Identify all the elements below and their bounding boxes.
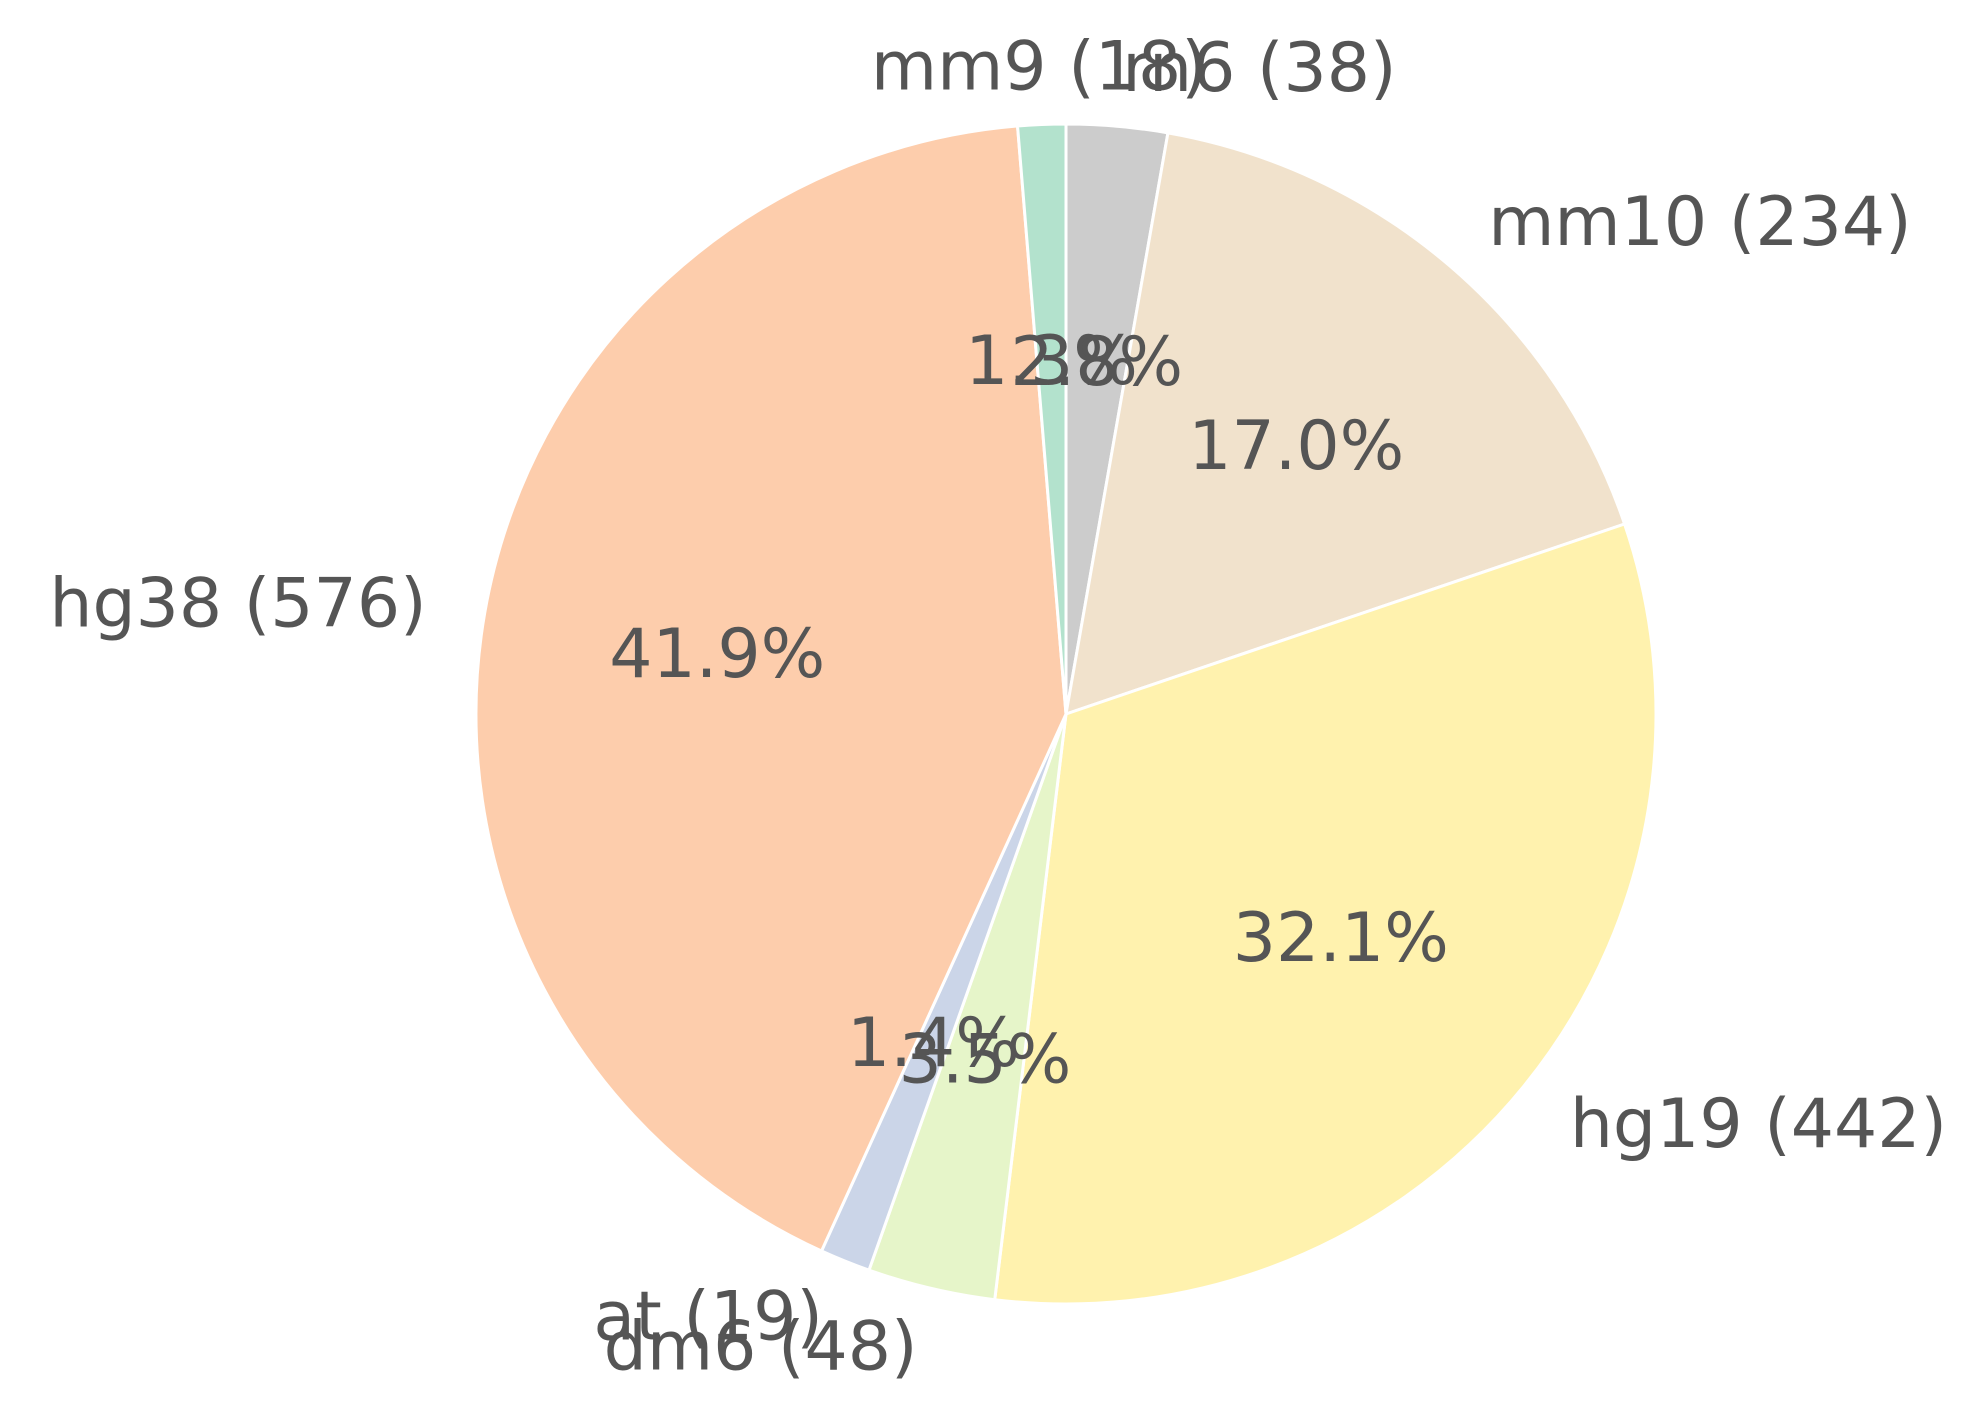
slice-label-mm10: mm10 (234) <box>1488 183 1911 262</box>
percent-label-hg38: 41.9% <box>609 615 825 694</box>
percent-label-mm9: 1.3% <box>965 322 1138 401</box>
slice-label-hg38: hg38 (576) <box>49 564 426 643</box>
slice-label-dm6: dm6 (48) <box>604 1308 918 1387</box>
slice-label-rn6: rn6 (38) <box>1122 29 1396 108</box>
slice-labels: rn6 (38) mm10 (234) hg19 (442) dm6 (48)at (… <box>49 27 1947 1386</box>
pie-slice-hg38 <box>474 124 1068 1253</box>
pie-slice-mm9 <box>1015 122 1068 715</box>
percent-label-hg19: 32.1% <box>1233 899 1449 978</box>
slice-label-hg19: hg19 (442) <box>1570 1085 1947 1164</box>
percent-labels: 2.8%17.0% 32.1% 3.5%1.4% 41.9% 1.3% <box>609 322 1449 1099</box>
pie-slice-mm10 <box>1064 131 1627 717</box>
slice-label-at: at (19) <box>593 1278 823 1357</box>
percent-label-at: 1.4% <box>847 1004 1020 1083</box>
percent-label-dm6: 3.5% <box>899 1020 1072 1099</box>
pie-slices <box>474 122 1658 1306</box>
percent-label-mm10: 17.0% <box>1188 407 1404 486</box>
percent-label-rn6: 2.8% <box>1010 323 1183 402</box>
slice-label-mm9: mm9 (18) <box>871 27 1208 106</box>
pie-slice-hg19 <box>993 522 1658 1306</box>
